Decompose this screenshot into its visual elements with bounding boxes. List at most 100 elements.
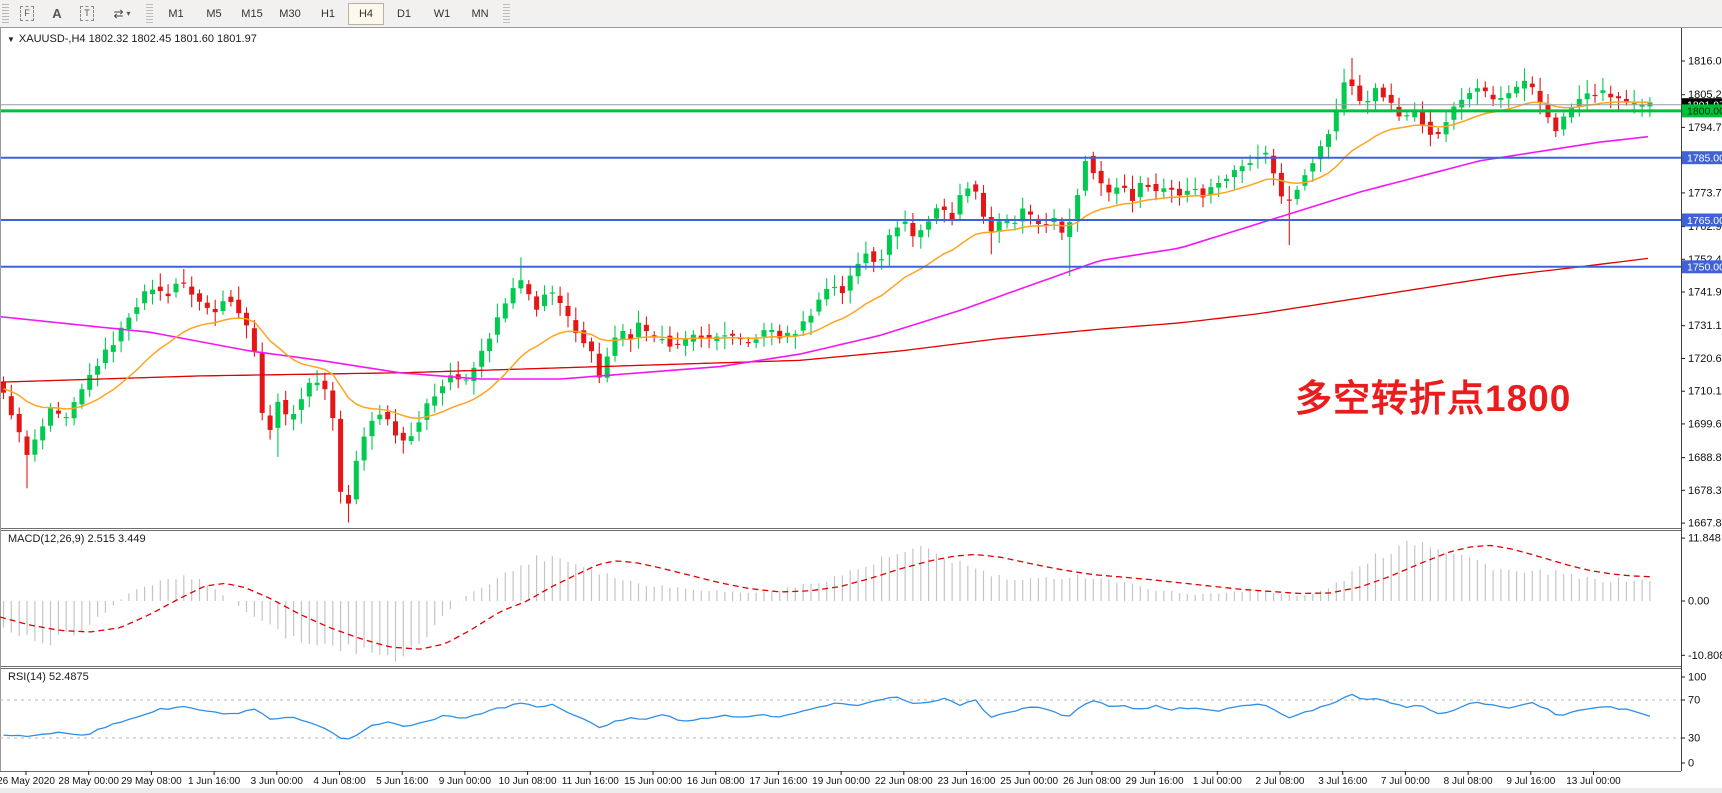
candle-body xyxy=(1106,184,1112,193)
candle-body xyxy=(785,332,790,337)
timeframe-m15-button[interactable]: M15 xyxy=(241,7,263,20)
candle-body xyxy=(1,382,6,393)
rsi-axis-label: 0 xyxy=(1688,758,1694,770)
timeframe-h1-button[interactable]: H1 xyxy=(320,7,336,20)
time-axis-label: 8 Jul 08:00 xyxy=(1444,776,1493,787)
time-axis-label: 28 May 00:00 xyxy=(58,776,119,787)
timeframe-m1-button[interactable]: M1 xyxy=(168,7,184,20)
level-price-label xyxy=(1682,260,1722,274)
candle-body xyxy=(1451,106,1457,120)
macd-panel: 11.848 0.00 -10.808 xyxy=(0,533,1722,662)
candlestick-series xyxy=(1,57,1653,523)
price-tick-label: 1741.90 xyxy=(1688,287,1722,299)
rsi-axis-label: 100 xyxy=(1688,672,1706,684)
candle-body xyxy=(839,286,845,294)
candle-body xyxy=(1059,221,1065,233)
candle-body xyxy=(1420,112,1425,125)
candle-body xyxy=(879,259,885,261)
candle-body xyxy=(510,288,516,304)
candle-body xyxy=(1302,175,1308,186)
candle-body xyxy=(1333,109,1339,132)
macd-axis-label: 0.00 xyxy=(1688,596,1709,608)
svg-text:1765.00: 1765.00 xyxy=(1687,215,1722,227)
candle-body xyxy=(204,302,210,308)
timeframe-w1-button[interactable]: W1 xyxy=(433,7,451,20)
candle-body xyxy=(1200,188,1206,198)
candle-body xyxy=(314,382,320,386)
candle-body xyxy=(126,317,132,329)
candle-body xyxy=(440,386,445,394)
label-tool-button[interactable]: T xyxy=(73,2,101,26)
timeframe-h4-button[interactable]: H4 xyxy=(348,2,384,25)
time-axis-label: 19 Jun 00:00 xyxy=(812,776,870,787)
candle-body xyxy=(1537,91,1543,102)
candle-body xyxy=(1373,88,1378,102)
candle-body xyxy=(1318,146,1324,160)
candle-body xyxy=(1490,94,1496,100)
timeframe-m30-button[interactable]: M30 xyxy=(279,7,301,20)
candle-body xyxy=(1224,178,1229,182)
candle-body xyxy=(612,337,618,356)
candle-body xyxy=(463,379,469,381)
candle-body xyxy=(1137,183,1143,198)
candle-body xyxy=(730,333,736,336)
candle-body xyxy=(996,221,1002,232)
candle-body xyxy=(628,334,634,340)
candle-body xyxy=(589,341,594,352)
candle-body xyxy=(416,422,422,432)
candle-body xyxy=(432,396,438,406)
timeframe-mn-button[interactable]: MN xyxy=(471,7,489,20)
candle-body xyxy=(1467,93,1473,100)
price-tick-label: 1794.70 xyxy=(1688,122,1722,134)
fibonacci-tool-button[interactable]: F xyxy=(13,2,41,26)
timeframe-d1-button[interactable]: D1 xyxy=(396,7,412,20)
rsi-axis-label: 30 xyxy=(1688,733,1700,745)
candle-body xyxy=(142,291,148,304)
candle-body xyxy=(769,330,775,333)
candle-body xyxy=(212,308,218,313)
chart-canvas[interactable]: 1816.001805.201794.701784.201773.701762.… xyxy=(0,27,1722,793)
candle-body xyxy=(71,402,77,419)
macd-axis-label: -10.808 xyxy=(1688,650,1722,662)
arrows-tool-button[interactable]: ⇄ ▾ xyxy=(103,2,141,26)
candle-body xyxy=(1412,111,1418,118)
candle-body xyxy=(910,223,916,237)
candle-body xyxy=(1553,117,1559,132)
svg-text:1800.00: 1800.00 xyxy=(1687,106,1722,118)
time-axis[interactable]: 26 May 2020 28 May 00:00 29 May 08:00 1 Jun… xyxy=(0,771,1621,787)
arrows-icon: ⇄ xyxy=(113,6,124,21)
candle-body xyxy=(298,399,304,410)
candle-body xyxy=(134,307,140,314)
candle-body xyxy=(847,275,853,291)
time-axis-label: 26 May 2020 xyxy=(0,776,55,787)
candle-body xyxy=(8,396,14,416)
toolbar-grip[interactable] xyxy=(2,3,9,24)
candle-body xyxy=(1192,188,1198,191)
text-tool-button[interactable]: A xyxy=(43,2,71,26)
candle-body xyxy=(24,436,30,455)
candle-body xyxy=(1623,98,1629,102)
ma-medium-magenta-line xyxy=(0,135,1649,380)
candle-body xyxy=(259,352,265,413)
candle-body xyxy=(1435,132,1441,135)
candle-body xyxy=(1631,103,1637,105)
candle-body xyxy=(1177,188,1182,196)
collapse-triangle-icon[interactable]: ▼ xyxy=(7,35,15,44)
price-tick-label: 1699.60 xyxy=(1688,418,1722,430)
timeframe-m5-button[interactable]: M5 xyxy=(206,7,222,20)
candle-body xyxy=(636,322,641,338)
candle-body xyxy=(251,328,257,352)
time-axis-label: 7 Jul 00:00 xyxy=(1381,776,1430,787)
toolbar: F A T ⇄ ▾ M1 M5 M15 M30 H1 H4 D1 W1 MN xyxy=(0,0,1722,28)
candle-body xyxy=(549,292,555,294)
candle-body xyxy=(1271,155,1277,174)
candle-body xyxy=(447,375,453,383)
candle-body xyxy=(369,420,375,437)
candle-body xyxy=(1310,163,1316,172)
candle-body xyxy=(63,417,69,419)
candle-body xyxy=(738,337,743,340)
candle-body xyxy=(1122,185,1128,188)
candle-body xyxy=(1365,100,1371,103)
candle-body xyxy=(377,414,383,420)
